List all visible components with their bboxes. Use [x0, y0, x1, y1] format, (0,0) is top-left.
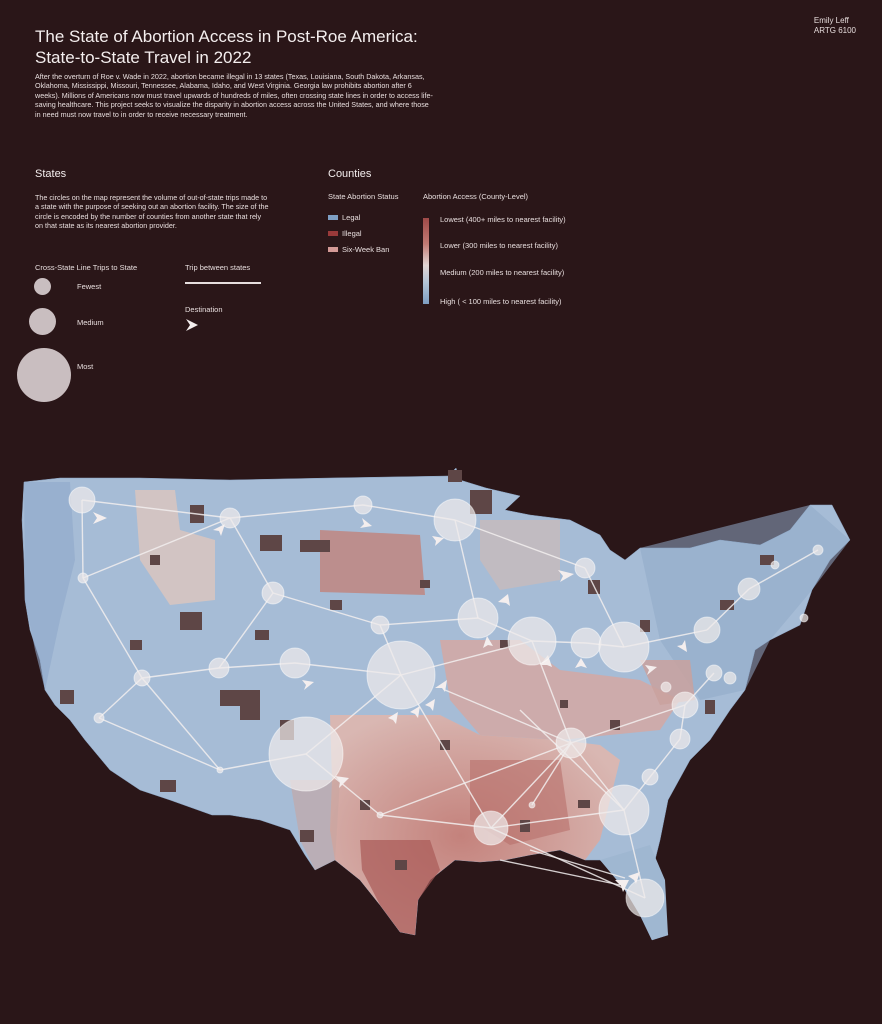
status-legend-title: State Abortion Status	[328, 192, 399, 201]
us-map	[21, 467, 851, 941]
destination-arrow-icon	[186, 319, 198, 331]
destination-legend-label: Destination	[185, 305, 223, 314]
illegal-swatch	[328, 230, 338, 236]
status-six-week: Six-Week Ban	[328, 241, 389, 257]
status-legal: Legal	[328, 209, 389, 225]
trip-legend-label: Trip between states	[185, 263, 251, 272]
access-level-lower: Lower (300 miles to nearest facility)	[440, 241, 558, 250]
access-gradient-bar	[423, 218, 429, 304]
states-heading: States	[35, 168, 67, 180]
page-title: The State of Abortion Access in Post-Roe…	[35, 26, 455, 68]
intro-text: After the overturn of Roe v. Wade in 202…	[35, 72, 433, 119]
status-legend: Legal Illegal Six-Week Ban	[328, 209, 389, 257]
title-line-2: State-to-State Travel in 2022	[35, 48, 252, 67]
size-legend-label-large: Most	[77, 362, 94, 371]
counties-heading: Counties	[328, 168, 372, 180]
size-legend-circle-medium	[29, 308, 56, 335]
access-level-lowest: Lowest (400+ miles to nearest facility)	[440, 215, 566, 224]
course-code: ARTG 6100	[813, 26, 856, 35]
states-description: The circles on the map represent the vol…	[35, 193, 269, 231]
state-circles	[68, 486, 824, 918]
title-line-1: The State of Abortion Access in Post-Roe…	[35, 27, 418, 46]
author-name: Emily Leff	[813, 16, 849, 25]
access-legend-title: Abortion Access (County-Level)	[423, 192, 529, 201]
size-legend-label-small: Fewest	[77, 282, 102, 291]
status-illegal: Illegal	[328, 225, 389, 241]
legal-swatch	[328, 214, 338, 220]
size-legend-circle-small	[34, 278, 51, 295]
access-level-high: High ( < 100 miles to nearest facility)	[440, 297, 562, 306]
size-legend-circle-large	[17, 348, 71, 402]
legal-label: Legal	[342, 212, 361, 222]
access-level-medium: Medium (200 miles to nearest facility)	[440, 268, 565, 277]
size-legend-label-medium: Medium	[77, 318, 104, 327]
six-week-swatch	[328, 246, 338, 252]
illegal-label: Illegal	[342, 228, 362, 238]
six-week-label: Six-Week Ban	[342, 244, 390, 254]
size-legend-title: Cross-State Line Trips to State	[35, 263, 138, 272]
trip-legend-line	[185, 282, 261, 284]
author-block: Emily Leff ARTG 6100	[814, 16, 856, 36]
